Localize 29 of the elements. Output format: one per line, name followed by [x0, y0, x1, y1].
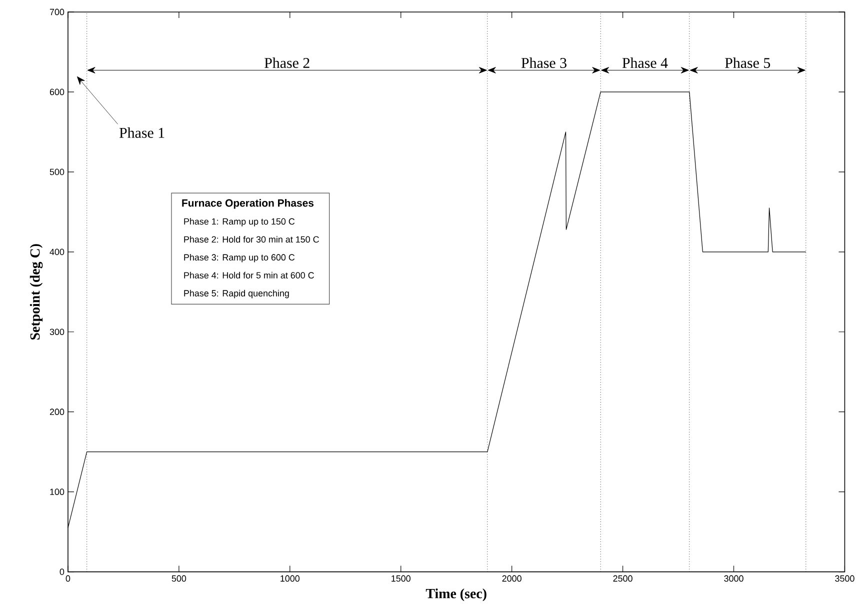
y-tick-label: 0: [60, 568, 64, 576]
y-tick-label: 300: [50, 328, 64, 336]
annotation: Phase 2: [264, 58, 310, 68]
x-tick-label: 0: [66, 575, 70, 582]
y-tick-label: 400: [50, 248, 64, 256]
annotation: Phase 1: Ramp up to 150 C: [184, 218, 295, 227]
annotation: Phase 4: [622, 58, 668, 68]
y-tick-label: 500: [50, 168, 64, 176]
x-tick-label: 3000: [724, 575, 744, 582]
y-tick-label: 600: [50, 88, 64, 96]
annotation: Phase 3: Ramp up to 600 C: [184, 254, 295, 262]
annotation: Phase 5: [725, 58, 770, 68]
y-axis-title: Setpoint (deg C): [30, 244, 43, 340]
x-tick-label: 3500: [835, 575, 854, 582]
annotation: Phase 3: [521, 58, 566, 68]
annotation: Phase 4: Hold for 5 min at 600 C: [184, 272, 314, 279]
x-tick-label: 2000: [502, 575, 522, 582]
x-tick-label: 500: [172, 575, 186, 582]
y-tick-label: 700: [50, 8, 64, 16]
x-tick-label: 1500: [392, 575, 410, 582]
y-tick-label: 200: [50, 408, 64, 416]
x-tick-label: 2500: [613, 575, 632, 582]
annotation: Furnace Operation Phases: [182, 199, 314, 209]
x-axis-title: Time (sec): [426, 588, 486, 602]
annotation: Phase 2: Hold for 30 min at 150 C: [184, 236, 319, 243]
x-tick-label: 1000: [280, 575, 300, 582]
y-tick-label: 100: [50, 488, 64, 496]
annotation: Phase 5: Rapid quenching: [184, 290, 289, 298]
annotation: Phase 1: [119, 128, 164, 138]
